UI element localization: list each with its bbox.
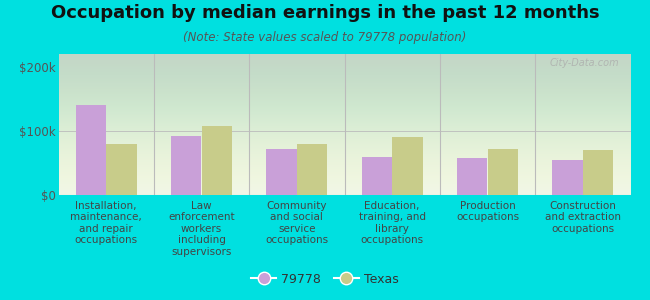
Text: City-Data.com: City-Data.com <box>549 58 619 68</box>
Bar <box>488 149 518 195</box>
Bar <box>361 157 392 195</box>
Legend: 79778, Texas: 79778, Texas <box>246 268 404 291</box>
Bar <box>75 105 106 195</box>
Bar <box>392 137 422 195</box>
Bar <box>202 126 232 195</box>
Bar <box>266 149 297 195</box>
Bar <box>552 160 583 195</box>
Text: Occupation by median earnings in the past 12 months: Occupation by median earnings in the pas… <box>51 4 599 22</box>
Bar <box>297 144 328 195</box>
Bar <box>457 158 488 195</box>
Text: (Note: State values scaled to 79778 population): (Note: State values scaled to 79778 popu… <box>183 32 467 44</box>
Bar <box>171 136 202 195</box>
Bar <box>583 150 614 195</box>
Bar <box>106 144 136 195</box>
